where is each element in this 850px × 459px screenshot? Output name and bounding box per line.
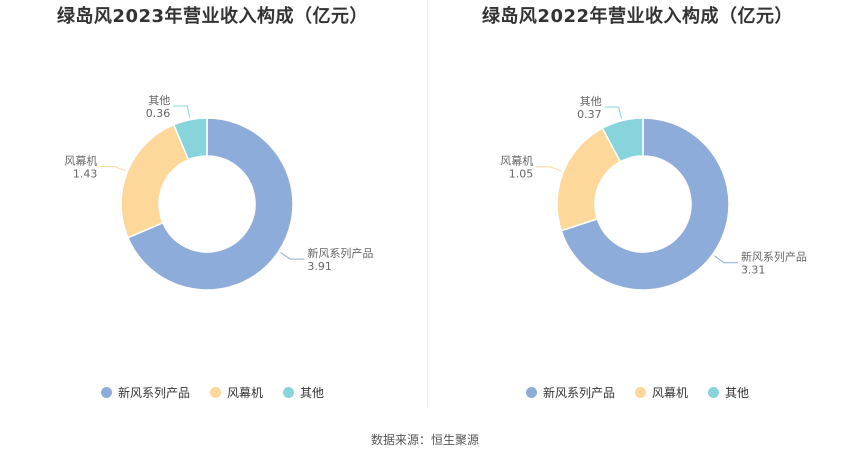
legend-item-other[interactable]: 其他 (708, 384, 749, 401)
chart-title: 绿岛风2023年营业收入构成（亿元） (56, 6, 369, 27)
legend-item-new-air[interactable]: 新风系列产品 (525, 384, 615, 401)
legend-swatch (708, 387, 719, 398)
slice-value-label: 3.91 (307, 260, 332, 273)
slice-new-air[interactable] (560, 117, 730, 291)
leader-line (280, 252, 305, 260)
legend-label: 风幕机 (226, 386, 263, 400)
leader-line (604, 106, 623, 119)
slice-value-label: 1.05 (509, 168, 534, 181)
chart-title: 绿岛风2022年营业收入构成（亿元） (481, 6, 794, 27)
slice-value-label: 3.31 (741, 264, 766, 277)
slice-air-curtain[interactable] (120, 123, 190, 239)
data-source: 数据来源：恒生聚源 (370, 433, 479, 447)
slice-other[interactable] (601, 117, 644, 163)
panel-divider (427, 0, 428, 408)
slice-name-label: 新风系列产品 (307, 246, 373, 260)
legend-item-new-air[interactable]: 新风系列产品 (100, 384, 190, 401)
legend-swatch (634, 387, 646, 398)
legend-label: 其他 (300, 386, 325, 400)
slice-value-label: 0.37 (577, 108, 602, 121)
legend-label: 风幕机 (651, 386, 688, 400)
legend-label: 新风系列产品 (542, 386, 615, 400)
legend-swatch (100, 387, 112, 398)
legend-swatch (209, 387, 221, 398)
slice-value-label: 1.43 (73, 167, 98, 180)
legend-label: 新风系列产品 (117, 386, 190, 400)
legend-item-air-curtain[interactable]: 风幕机 (634, 384, 688, 401)
slice-value-label: 0.36 (146, 107, 171, 120)
leader-line (173, 105, 191, 118)
chart-panel-2023: 绿岛风2023年营业收入构成（亿元） 新风系列产品 3.91 风幕机 1.43 其他 0.… (0, 0, 425, 420)
slice-name-label: 其他 (580, 95, 602, 108)
legend: 新风系列产品 风幕机 其他 (0, 384, 425, 401)
slice-other[interactable] (172, 117, 208, 161)
slice-name-label: 新风系列产品 (741, 250, 807, 264)
leader-line (536, 166, 562, 172)
slice-new-air[interactable] (126, 117, 294, 291)
legend-item-other[interactable]: 其他 (283, 384, 324, 401)
leader-line (100, 165, 126, 172)
legend-label: 其他 (725, 386, 750, 400)
legend-swatch (283, 387, 294, 398)
legend-swatch (525, 387, 537, 398)
slice-name-label: 其他 (148, 94, 170, 107)
chart-panel-2022: 绿岛风2022年营业收入构成（亿元） 新风系列产品 3.31 风幕机 1.05 其他 0.… (425, 0, 850, 420)
legend-item-air-curtain[interactable]: 风幕机 (209, 384, 263, 401)
leader-line (713, 255, 738, 264)
slice-name-label: 风幕机 (500, 154, 533, 168)
slice-name-label: 风幕机 (64, 153, 97, 167)
legend: 新风系列产品 风幕机 其他 (425, 384, 850, 401)
